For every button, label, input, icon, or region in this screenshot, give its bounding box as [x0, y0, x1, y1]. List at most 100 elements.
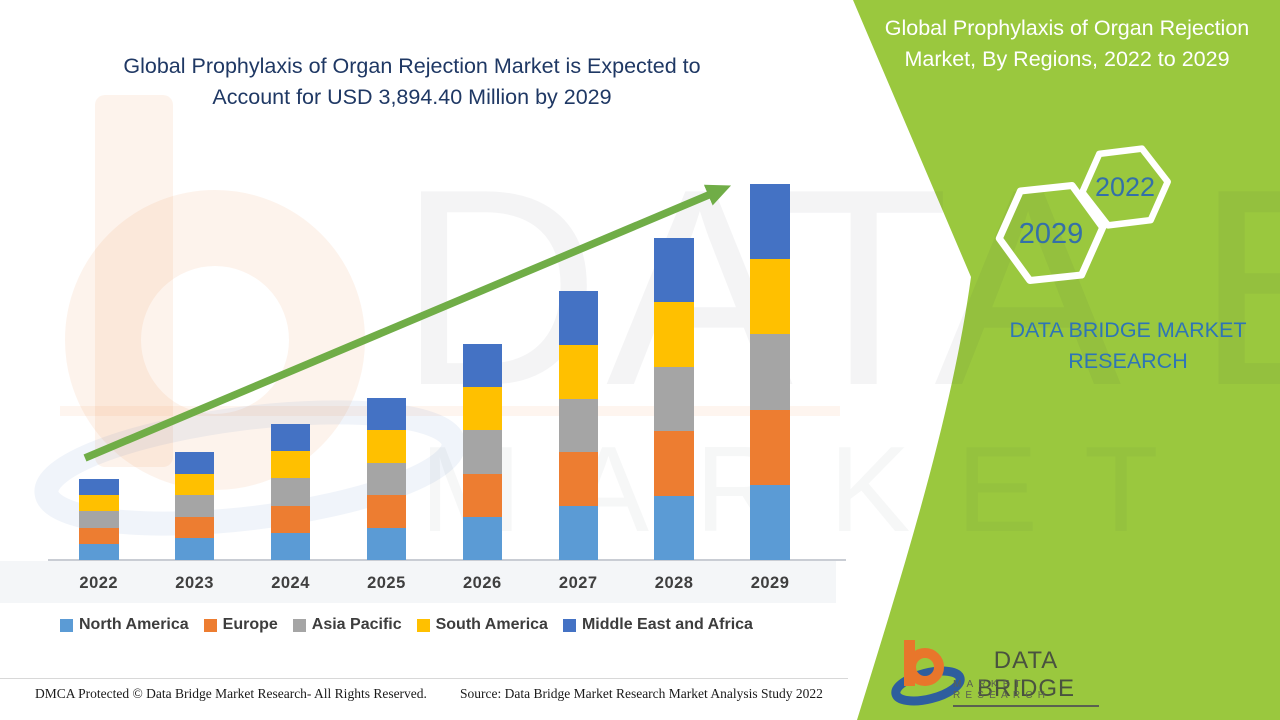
- bar-segment: [558, 398, 598, 453]
- bar-segment: [366, 462, 407, 496]
- bar-segment: [654, 366, 694, 432]
- legend-label: Middle East and Africa: [581, 616, 753, 633]
- stacked-bar-2027: [558, 291, 598, 560]
- legend: North America Europe Asia Pacific South Ame…: [60, 616, 753, 634]
- footer-divider: [0, 678, 848, 679]
- panel-title: Global Prophylaxis of Organ Rejection Ma…: [860, 13, 1274, 75]
- bar-segment: [462, 344, 503, 388]
- hexagon-2022: [1079, 145, 1171, 229]
- x-axis-label: 2023: [175, 574, 214, 592]
- bar-segment: [654, 431, 694, 496]
- hexagon-2022-label: 2022: [1095, 172, 1155, 202]
- bar-segment: [750, 484, 790, 560]
- bar-segment: [174, 452, 215, 474]
- bar-segment: [654, 302, 694, 367]
- panel-title-line2: Market, By Regions, 2022 to 2029: [904, 47, 1230, 71]
- legend-swatch: [292, 618, 306, 632]
- headline-line2: Account for USD 3,894.40 Million by 2029: [212, 85, 612, 109]
- bar-segment: [558, 344, 598, 399]
- brand-caption: DATA BRIDGE MARKET RESEARCH: [1009, 318, 1247, 373]
- legend-item: South America: [416, 616, 548, 634]
- legend-swatch: [416, 618, 430, 632]
- legend-swatch: [60, 618, 73, 632]
- stacked-bar-2022: [79, 479, 119, 560]
- x-axis-label: 2027: [558, 574, 598, 592]
- legend-swatch: [203, 618, 217, 632]
- bar-segment: [558, 452, 598, 507]
- bar-segment: [270, 505, 311, 533]
- bar-segment: [270, 451, 311, 479]
- stacked-bar-2024: [270, 424, 311, 560]
- bar-segment: [366, 527, 407, 560]
- logo-blue-swoosh: [891, 666, 965, 706]
- bar-segment: [462, 387, 503, 431]
- bar-segment: [79, 511, 119, 528]
- bar-segment: [270, 478, 311, 506]
- bar-segment: [79, 543, 119, 560]
- stacked-bar-2023: [174, 452, 215, 560]
- x-axis-label: 2026: [462, 574, 502, 592]
- legend-label: Europe: [222, 616, 278, 633]
- bar-segment: [462, 473, 503, 517]
- legend-item: North America: [60, 616, 189, 634]
- x-axis-label: 2022: [79, 574, 119, 592]
- bar-segment: [462, 516, 503, 560]
- chart-headline: Global Prophylaxis of Organ Rejection Ma…: [78, 51, 746, 113]
- bar-segment: [366, 495, 407, 528]
- bar-segment: [366, 430, 407, 463]
- trend-arrow-line: [83, 184, 732, 462]
- legend-item: Europe: [203, 616, 278, 634]
- x-axis-label: 2025: [367, 574, 406, 592]
- headline-line1: Global Prophylaxis of Organ Rejection Ma…: [123, 54, 701, 78]
- logo-sub-text: MARKET RESEARCH: [953, 679, 1051, 701]
- logo-brand-text: DATA BRIDGE: [953, 647, 1099, 707]
- bar-segment: [558, 291, 598, 345]
- bar-segment: [174, 473, 215, 496]
- bar-segment: [174, 495, 215, 517]
- bar-segment: [654, 495, 694, 560]
- legend-label: South America: [435, 616, 548, 633]
- legend-item: Middle East and Africa: [562, 616, 753, 634]
- logo-orange-bowl: [906, 648, 944, 686]
- bar-segment: [654, 238, 694, 303]
- x-axis-line: [48, 559, 846, 561]
- bar-segment: [79, 495, 119, 512]
- bar-segment: [750, 334, 790, 410]
- hexagon-2029-label: 2029: [1019, 218, 1084, 250]
- dmca-notice: DMCA Protected © Data Bridge Market Rese…: [35, 686, 427, 701]
- bar-segment: [174, 538, 215, 560]
- panel-title-line1: Global Prophylaxis of Organ Rejection: [884, 16, 1250, 40]
- hexagon-2029: [995, 182, 1107, 284]
- legend-label: Asia Pacific: [311, 616, 402, 633]
- bar-segment: [174, 516, 215, 539]
- bar-segment: [750, 409, 790, 485]
- source-note: Source: Data Bridge Market Research Mark…: [460, 686, 823, 701]
- bar-segment: [750, 259, 790, 335]
- bar-segment: [79, 479, 119, 496]
- bar-segment: [462, 430, 503, 474]
- x-axis-label: 2029: [750, 574, 790, 592]
- x-axis-label: 2024: [271, 574, 310, 592]
- legend-item: Asia Pacific: [292, 616, 402, 634]
- stacked-bar-2028: [654, 238, 694, 560]
- green-panel-shape: [853, 0, 1280, 720]
- legend-label: North America: [79, 616, 189, 633]
- bar-segment: [270, 532, 311, 560]
- x-axis-label: 2028: [654, 574, 694, 592]
- stacked-bar-2025: [366, 398, 407, 560]
- bar-segment: [270, 424, 311, 452]
- stacked-bar-2026: [462, 344, 503, 560]
- stacked-bar-2029: [750, 184, 790, 560]
- legend-swatch: [562, 618, 576, 632]
- bar-segment: [750, 184, 790, 260]
- bar-segment: [79, 527, 119, 544]
- bar-segment: [366, 398, 407, 431]
